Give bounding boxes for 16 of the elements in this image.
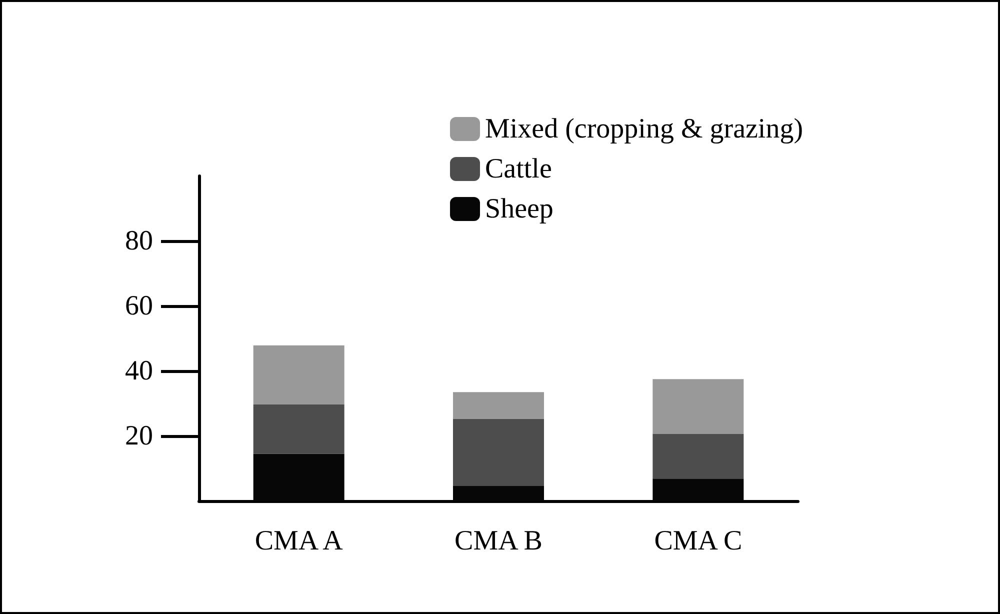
bar	[453, 392, 544, 419]
bar	[453, 418, 544, 486]
y-tick-label: 40	[125, 356, 153, 386]
x-tick-label: CMA A	[254, 526, 344, 556]
bar	[253, 345, 344, 404]
bar	[652, 379, 744, 434]
bar	[253, 404, 344, 454]
y-tick-label: 20	[125, 420, 153, 452]
legend-label: Mixed (cropping & grazing)	[485, 114, 804, 144]
x-tick-label: CMA C	[654, 526, 742, 556]
y-tick-label: 80	[125, 226, 153, 256]
x-tick-label: CMA B	[454, 526, 542, 556]
legend-label: Cattle	[485, 154, 552, 184]
legend-label: Sheep	[485, 194, 554, 224]
bar	[652, 434, 744, 479]
y-tick-label: 60	[125, 290, 153, 322]
